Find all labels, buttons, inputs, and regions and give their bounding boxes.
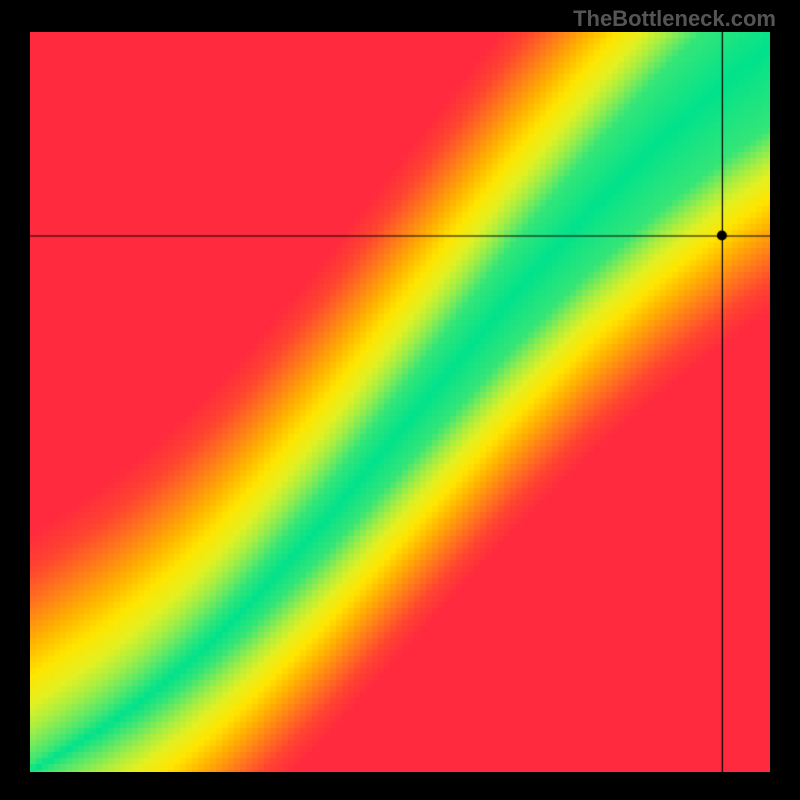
- chart-container: TheBottleneck.com: [0, 0, 800, 800]
- watermark-text: TheBottleneck.com: [573, 6, 776, 32]
- bottleneck-heatmap: [30, 32, 770, 772]
